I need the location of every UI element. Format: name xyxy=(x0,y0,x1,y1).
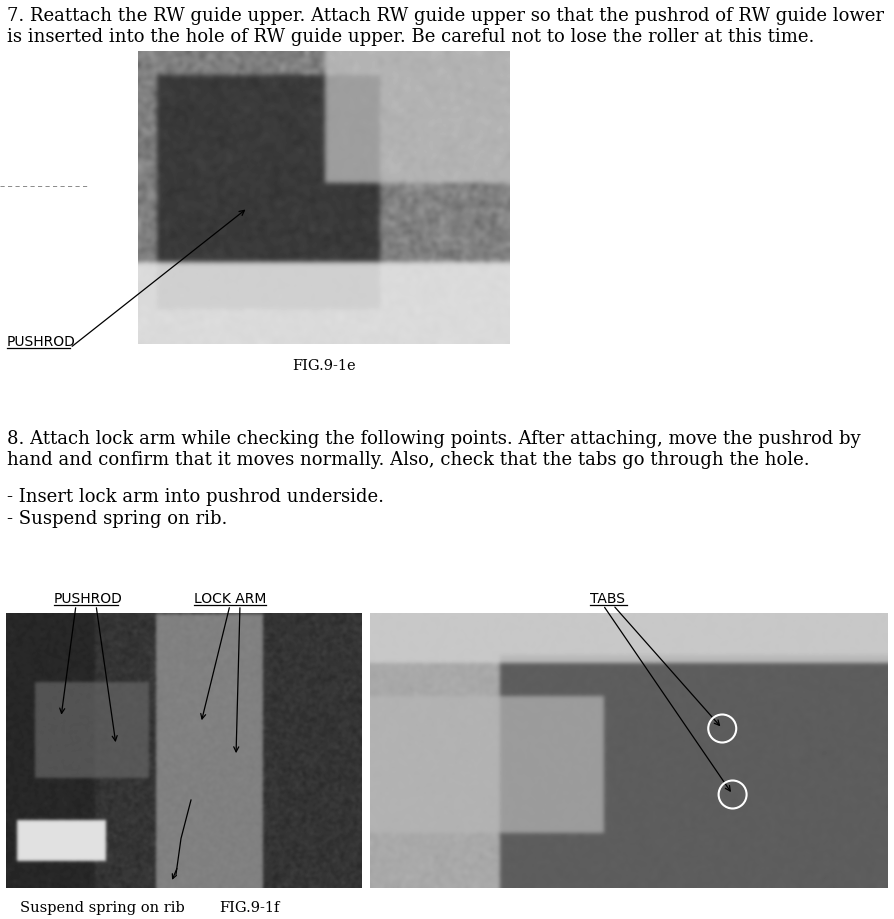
Text: FIG.9-1e: FIG.9-1e xyxy=(292,358,356,372)
Text: - Insert lock arm into pushrod underside.: - Insert lock arm into pushrod underside… xyxy=(7,487,384,505)
Text: is inserted into the hole of RW guide upper. Be careful not to lose the roller a: is inserted into the hole of RW guide up… xyxy=(7,28,814,46)
Text: PUSHROD: PUSHROD xyxy=(54,591,122,606)
Text: - Suspend spring on rib.: - Suspend spring on rib. xyxy=(7,509,227,528)
Text: Suspend spring on rib: Suspend spring on rib xyxy=(20,900,185,914)
Text: 8. Attach lock arm while checking the following points. After attaching, move th: 8. Attach lock arm while checking the fo… xyxy=(7,429,861,448)
Text: LOCK ARM: LOCK ARM xyxy=(194,591,266,606)
Text: 7. Reattach the RW guide upper. Attach RW guide upper so that the pushrod of RW : 7. Reattach the RW guide upper. Attach R… xyxy=(7,7,884,25)
Text: TABS: TABS xyxy=(590,591,625,606)
Text: PUSHROD: PUSHROD xyxy=(7,335,76,348)
Text: hand and confirm that it moves normally. Also, check that the tabs go through th: hand and confirm that it moves normally.… xyxy=(7,450,810,469)
Text: FIG.9-1f: FIG.9-1f xyxy=(219,900,279,914)
